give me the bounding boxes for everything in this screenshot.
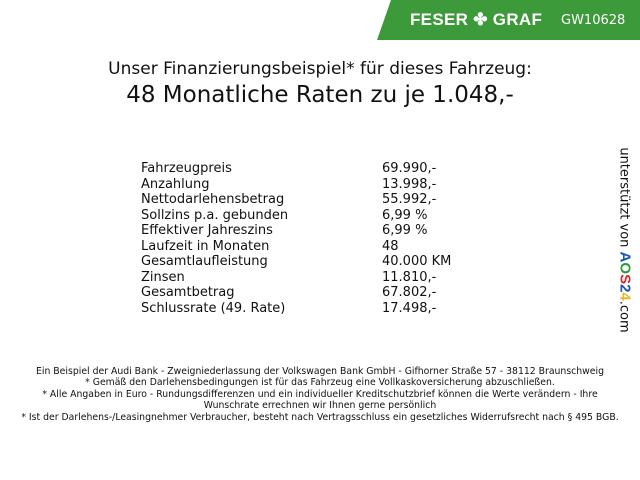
table-row: Gesamtbetrag 67.802,- — [141, 285, 471, 301]
logo-o: O — [616, 262, 634, 275]
logo-a: A — [616, 251, 634, 263]
disclaimer-line: * Gemäß den Darlehensbedingungen ist für… — [85, 377, 555, 389]
table-row: Zinsen 11.810,- — [141, 270, 471, 286]
disclaimer-line: * Alle Angaben in Euro - Rundungsdiffere… — [42, 388, 598, 412]
disclaimer-line: Ein Beispiel der Audi Bank - Zweignieder… — [36, 366, 604, 377]
row-label: Fahrzeugpreis — [141, 161, 232, 176]
header-banner — [377, 0, 640, 40]
logo-2: 2 — [616, 284, 634, 293]
row-value: 55.992,- — [382, 192, 437, 207]
clover-icon: ✤ — [473, 10, 488, 29]
table-row: Anzahlung 13.998,- — [141, 177, 471, 193]
row-label: Gesamtlaufleistung — [141, 254, 268, 269]
table-row: Effektiver Jahreszins 6,99 % — [141, 223, 471, 239]
row-value: 48 — [382, 238, 399, 254]
row-label: Gesamtbetrag — [141, 285, 235, 300]
brand-logo: FESER ✤ GRAF — [410, 10, 542, 30]
row-label: Anzahlung — [141, 176, 210, 192]
disclaimer-line: * Ist der Darlehens-/Leasingnehmer Verbr… — [21, 411, 619, 423]
row-value: 11.810,- — [382, 269, 437, 285]
row-label: Nettodarlehensbetrag — [141, 192, 285, 207]
row-value: 6,99 % — [382, 223, 428, 238]
row-label: Laufzeit in Monaten — [141, 238, 270, 254]
monthly-rate-title: 48 Monatliche Raten zu je 1.048,- — [126, 82, 514, 108]
title-line-1: Unser Finanzierungsbeispiel* für dieses … — [108, 59, 532, 79]
financing-table: Fahrzeugpreis 69.990,- Anzahlung 13.998,- Ne… — [141, 161, 471, 316]
table-row: Gesamtlaufleistung 40.000 KM — [141, 254, 471, 270]
table-row: Schlussrate (49. Rate) 17.498,- — [141, 301, 471, 317]
row-value: 6,99 % — [382, 207, 428, 223]
aos24-logo: AOS24 — [617, 252, 634, 301]
logo-s: S — [616, 274, 634, 285]
row-value: 69.990,- — [382, 161, 437, 176]
vehicle-code: GW10628 — [561, 13, 626, 28]
logo-suffix: .com — [616, 300, 632, 333]
row-label: Schlussrate (49. Rate) — [141, 300, 286, 316]
table-row: Sollzins p.a. gebunden 6,99 % — [141, 208, 471, 224]
row-label: Effektiver Jahreszins — [141, 223, 273, 238]
supported-by: unterstützt von AOS24.com — [617, 147, 634, 332]
row-value: 13.998,- — [382, 176, 437, 192]
row-value: 17.498,- — [382, 300, 437, 316]
footer-disclaimer: Ein Beispiel der Audi Bank - Zweignieder… — [20, 366, 620, 423]
row-value: 40.000 KM — [382, 254, 452, 269]
brand-name-2: GRAF — [492, 10, 543, 29]
table-row: Laufzeit in Monaten 48 — [141, 239, 471, 255]
brand-name: FESER — [410, 10, 469, 29]
table-row: Nettodarlehensbetrag 55.992,- — [141, 192, 471, 208]
row-value: 67.802,- — [382, 285, 437, 300]
supported-by-label: unterstützt von — [616, 147, 632, 248]
row-label: Zinsen — [141, 269, 185, 285]
row-label: Sollzins p.a. gebunden — [141, 207, 289, 223]
table-row: Fahrzeugpreis 69.990,- — [141, 161, 471, 177]
